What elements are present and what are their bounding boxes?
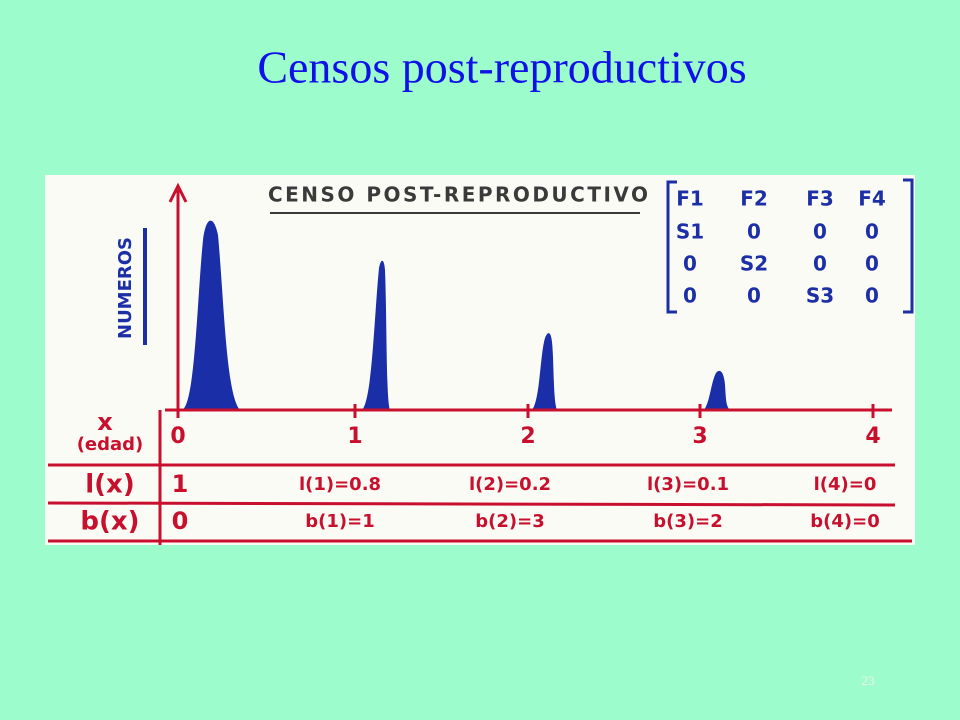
peak bbox=[182, 220, 240, 410]
x-tick-label: 1 bbox=[347, 424, 362, 449]
matrix-cell: 0 bbox=[813, 252, 827, 276]
row-cell: l(1)=0.8 bbox=[299, 474, 381, 495]
row-cell: b(4)=0 bbox=[810, 511, 879, 532]
matrix-cell: F3 bbox=[806, 187, 834, 211]
matrix: F1 F2 F3 F4 S1 0 0 0 0 S2 0 0 0 0 S3 0 bbox=[666, 178, 914, 314]
row-cell: b(2)=3 bbox=[475, 511, 544, 532]
row-cell: 0 bbox=[172, 507, 189, 535]
matrix-cell: 0 bbox=[747, 220, 761, 244]
matrix-cell: 0 bbox=[865, 252, 879, 276]
matrix-cell: S1 bbox=[676, 220, 704, 244]
row-cell: b(1)=1 bbox=[305, 511, 374, 532]
figure: CENSO POST-REPRODUCTIVO NUMEROS F1 F2 F3 F4… bbox=[45, 175, 915, 545]
figure-panel bbox=[45, 175, 915, 545]
peak bbox=[532, 333, 557, 410]
matrix-bracket bbox=[666, 180, 677, 314]
row-cell: l(4)=0 bbox=[814, 474, 877, 495]
x-axis-label: x bbox=[97, 408, 113, 436]
matrix-cell: S2 bbox=[740, 252, 768, 276]
matrix-bracket bbox=[903, 178, 914, 314]
row-cell: b(3)=2 bbox=[653, 511, 722, 532]
x-tick-label: 4 bbox=[865, 424, 880, 449]
x-tick-label: 2 bbox=[520, 424, 535, 449]
slide-title: Censos post-reproductivos bbox=[257, 42, 746, 93]
matrix-cell: F1 bbox=[676, 187, 704, 211]
figure-heading: CENSO POST-REPRODUCTIVO bbox=[268, 183, 648, 207]
x-tick-label: 0 bbox=[170, 424, 185, 449]
row-cell: l(2)=0.2 bbox=[469, 474, 551, 495]
matrix-cell: F4 bbox=[858, 187, 886, 211]
y-axis-label: NUMEROS bbox=[115, 237, 136, 339]
row-label: b(x) bbox=[80, 507, 139, 537]
row-cell: 1 bbox=[172, 470, 189, 498]
x-axis-sublabel: (edad) bbox=[77, 434, 144, 455]
peaks bbox=[182, 220, 730, 410]
peak bbox=[362, 260, 390, 410]
matrix-cell: S3 bbox=[806, 284, 834, 308]
matrix-cell: 0 bbox=[865, 220, 879, 244]
matrix-cell: 0 bbox=[683, 252, 697, 276]
page-number: 23 bbox=[862, 673, 875, 688]
peak bbox=[704, 370, 730, 410]
row-cell: l(3)=0.1 bbox=[647, 474, 729, 495]
matrix-cell: 0 bbox=[683, 284, 697, 308]
matrix-cell: F2 bbox=[740, 187, 768, 211]
row-label: l(x) bbox=[85, 470, 134, 500]
matrix-cell: 0 bbox=[747, 284, 761, 308]
matrix-cell: 0 bbox=[865, 284, 879, 308]
matrix-cell: 0 bbox=[813, 220, 827, 244]
table-rule bbox=[47, 501, 896, 507]
y-axis bbox=[168, 182, 188, 412]
x-tick-label: 3 bbox=[692, 424, 707, 449]
